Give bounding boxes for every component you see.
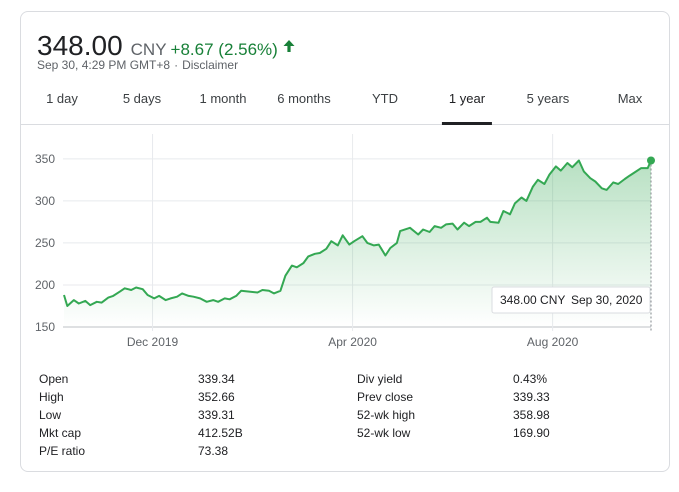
range-tabs: 1 day 5 days 1 month 6 months YTD 1 year… — [21, 88, 669, 125]
tab-6-months[interactable]: 6 months — [277, 91, 331, 106]
stat-value: 358.98 — [513, 408, 550, 422]
quote-timestamp: Sep 30, 4:29 PM GMT+8 — [37, 58, 171, 72]
y-tick-label: 200 — [35, 278, 55, 292]
stat-label: Mkt cap — [39, 426, 82, 440]
price-header: 348.00 CNY +8.67 (2.56%) — [37, 30, 296, 62]
arrow-up-icon — [282, 39, 296, 53]
stat-value: 352.66 — [198, 390, 235, 404]
x-tick-label: Dec 2019 — [127, 335, 179, 349]
stat-label: 52-wk low — [357, 426, 411, 440]
x-tick-label: Apr 2020 — [328, 335, 377, 349]
end-point-marker — [647, 156, 655, 165]
stat-value: 339.33 — [513, 390, 550, 404]
tooltip-date: Sep 30, 2020 — [571, 293, 643, 307]
stock-card: 348.00 CNY +8.67 (2.56%) Sep 30, 4:29 PM… — [20, 11, 670, 472]
stat-label: Prev close — [357, 390, 414, 404]
disclaimer-link[interactable]: Disclaimer — [182, 58, 239, 72]
current-price: 348.00 — [37, 30, 123, 61]
stat-label: P/E ratio — [39, 444, 86, 458]
tab-1-month[interactable]: 1 month — [199, 91, 247, 106]
tab-ytd[interactable]: YTD — [372, 91, 398, 106]
tooltip-price: 348.00 CNY — [500, 293, 565, 307]
x-tick-label: Aug 2020 — [527, 335, 579, 349]
stat-value: 0.43% — [513, 372, 548, 386]
stat-value: 412.52B — [198, 426, 243, 440]
stat-value: 73.38 — [198, 444, 229, 458]
stat-value: 339.34 — [198, 372, 235, 386]
y-tick-label: 300 — [35, 194, 55, 208]
y-tick-label: 350 — [35, 152, 55, 166]
stat-label: Div yield — [357, 372, 403, 386]
stat-label: 52-wk high — [357, 408, 416, 422]
currency-label: CNY — [130, 40, 167, 59]
y-tick-label: 150 — [35, 320, 55, 334]
tab-5-years[interactable]: 5 years — [526, 91, 570, 106]
price-line — [63, 159, 652, 307]
stat-label: Open — [39, 372, 69, 386]
price-tooltip: 348.00 CNY Sep 30, 2020 — [491, 286, 651, 314]
tab-5-days[interactable]: 5 days — [122, 91, 162, 106]
y-tick-label: 250 — [35, 236, 55, 250]
price-change: +8.67 (2.56%) — [170, 40, 278, 59]
tab-max[interactable]: Max — [617, 91, 643, 106]
tab-1-day[interactable]: 1 day — [46, 91, 78, 106]
stat-label: Low — [39, 408, 62, 422]
price-area-fill — [64, 160, 651, 327]
stat-value: 169.90 — [513, 426, 550, 440]
quote-timestamp-line: Sep 30, 4:29 PM GMT+8 · Disclaimer — [37, 58, 238, 72]
stat-label: High — [39, 390, 64, 404]
separator-dot: · — [174, 58, 179, 72]
tab-1-year[interactable]: 1 year — [449, 88, 485, 124]
stat-value: 339.31 — [198, 408, 235, 422]
